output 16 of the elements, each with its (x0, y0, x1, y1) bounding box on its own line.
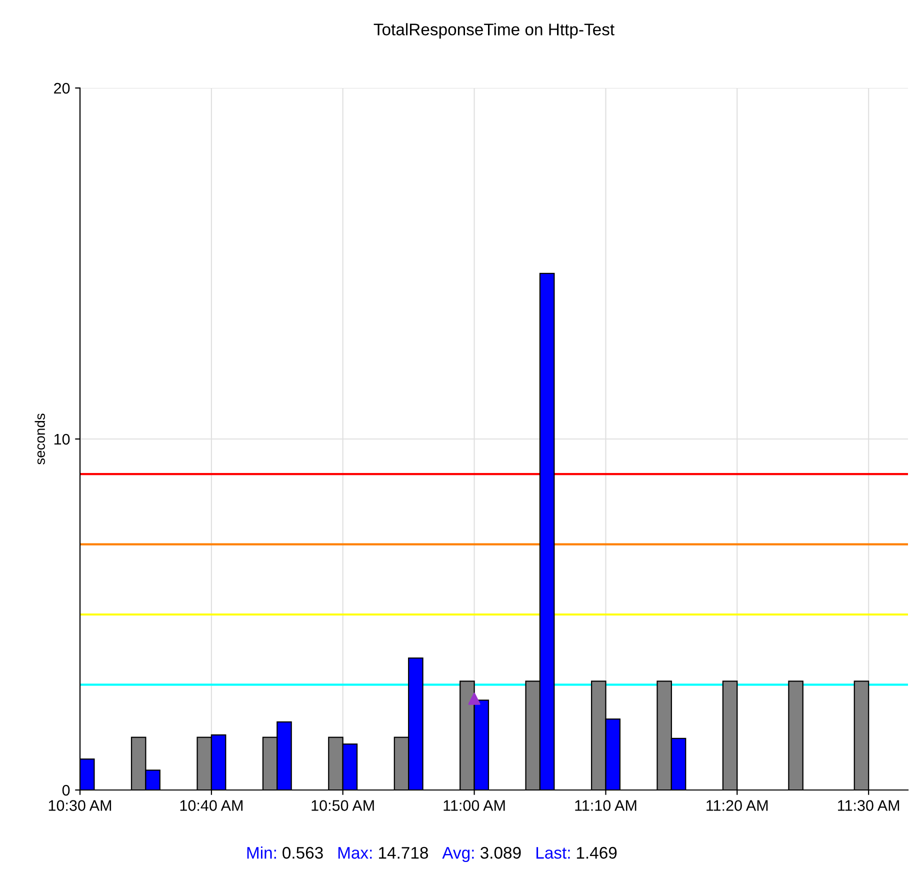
chart-title: TotalResponseTime on Http-Test (374, 23, 614, 39)
y-axis-title: seconds (34, 414, 45, 464)
x-tick-label: 10:30 AM (48, 800, 112, 811)
text: Max: 14.718 (338, 846, 428, 859)
y-tick-label: 10 (54, 434, 70, 445)
text: Min: 0.563 (247, 846, 323, 859)
text: Last: 1.469 (536, 846, 617, 859)
x-tick-label: 11:10 AM (575, 800, 636, 811)
y-tick-label: 20 (54, 82, 70, 94)
y-tick-label: 0 (62, 784, 70, 796)
text: Avg: 3.089 (442, 846, 521, 862)
x-tick-label: 10:50 AM (312, 800, 374, 811)
x-tick-label: 11:00 AM (444, 800, 505, 811)
x-tick-label: 11:20 AM (706, 800, 768, 811)
x-tick-label: 11:30 AM (838, 800, 900, 811)
x-tick-label: 10:40 AM (180, 800, 242, 811)
